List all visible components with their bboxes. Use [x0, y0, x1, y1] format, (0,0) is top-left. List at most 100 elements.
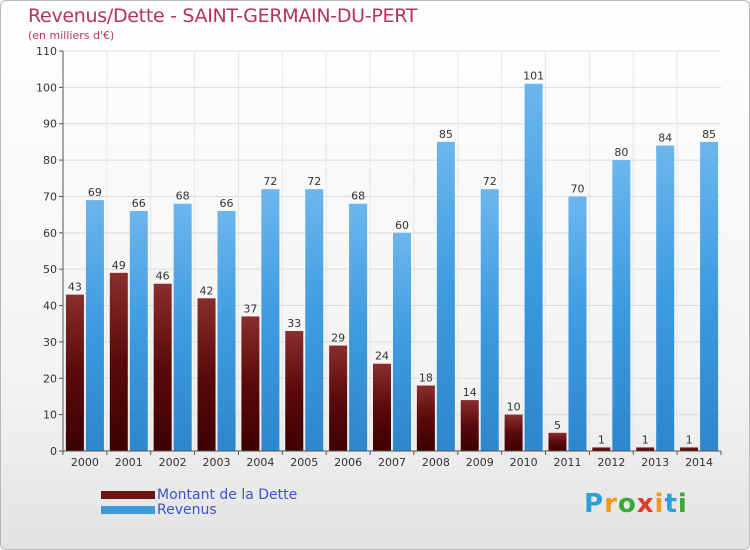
y-tick-label-30: 30	[43, 336, 57, 349]
bar-revenus-2008	[436, 141, 455, 451]
bar-dette-2013	[636, 447, 655, 451]
logo-letter: x	[636, 489, 655, 519]
bar-dette-2010	[504, 414, 523, 451]
legend-swatch-dette	[101, 491, 155, 499]
data-label-revenus-2014: 85	[702, 128, 716, 141]
y-tick-label-100: 100	[36, 81, 57, 94]
data-label-dette-2004: 37	[243, 302, 257, 315]
data-label-dette-2005: 33	[287, 317, 301, 330]
bar-revenus-2009	[480, 189, 499, 451]
bar-dette-2005	[285, 331, 304, 451]
data-label-revenus-2012: 80	[614, 146, 628, 159]
x-tick-label-2003: 2003	[203, 456, 231, 469]
data-label-dette-2000: 43	[68, 281, 82, 294]
logo-letter: t	[664, 489, 678, 519]
y-tick-label-90: 90	[43, 118, 57, 131]
data-label-dette-2008: 18	[419, 372, 433, 385]
x-tick-label-2011: 2011	[553, 456, 581, 469]
data-label-revenus-2005: 72	[307, 175, 321, 188]
y-tick-label-80: 80	[43, 154, 57, 167]
y-tick-label-20: 20	[43, 372, 57, 385]
data-label-dette-2011: 5	[554, 419, 561, 432]
y-tick-label-60: 60	[43, 227, 57, 240]
bar-dette-2000	[65, 294, 84, 451]
data-label-revenus-2008: 85	[439, 128, 453, 141]
x-tick-label-2007: 2007	[378, 456, 406, 469]
logo-letter: o	[617, 489, 637, 519]
data-label-revenus-2013: 84	[658, 132, 672, 145]
bar-revenus-2010	[524, 83, 543, 452]
legend-label-dette: Montant de la Dette	[157, 487, 298, 503]
x-tick-label-2009: 2009	[466, 456, 494, 469]
bar-revenus-2007	[393, 232, 411, 451]
labels: 0 10 20 30 40 50 60 70 80 90 100 110 43 69 2000 49 66 200…	[36, 45, 716, 469]
data-label-revenus-2010: 101	[523, 70, 544, 83]
data-label-revenus-2006: 68	[351, 190, 365, 203]
x-tick-label-2008: 2008	[422, 456, 450, 469]
logo-letter: i	[677, 489, 688, 519]
data-label-dette-2007: 24	[375, 350, 389, 363]
bar-revenus-2002	[173, 203, 192, 451]
y-tick-label-70: 70	[43, 190, 57, 203]
data-label-dette-2001: 49	[112, 259, 126, 272]
bar-revenus-2000	[85, 200, 104, 451]
data-label-dette-2003: 42	[200, 284, 214, 297]
data-label-dette-2009: 14	[463, 386, 477, 399]
grid	[63, 50, 721, 451]
bar-revenus-2014	[700, 141, 719, 451]
y-tick-label-50: 50	[43, 263, 57, 276]
x-tick-label-2012: 2012	[597, 456, 625, 469]
bars	[65, 83, 719, 452]
proxiti-logo: Proxiti	[584, 489, 688, 519]
data-label-dette-2002: 46	[156, 270, 170, 283]
bar-dette-2007	[373, 363, 391, 451]
data-label-revenus-2009: 72	[483, 175, 497, 188]
bar-revenus-2006	[349, 203, 368, 451]
bar-dette-2003	[197, 298, 216, 451]
data-label-dette-2014: 1	[686, 433, 693, 446]
data-label-revenus-2000: 69	[88, 186, 102, 199]
bar-dette-2014	[680, 447, 699, 451]
bar-revenus-2013	[656, 145, 675, 451]
x-tick-label-2004: 2004	[246, 456, 274, 469]
bar-revenus-2012	[612, 160, 631, 451]
bar-dette-2004	[241, 316, 260, 451]
bar-dette-2008	[416, 385, 435, 451]
y-tick-label-40: 40	[43, 300, 57, 313]
bar-revenus-2005	[305, 189, 324, 451]
x-tick-label-2010: 2010	[510, 456, 538, 469]
data-label-dette-2010: 10	[507, 401, 521, 414]
logo-letter: i	[654, 489, 665, 519]
bar-dette-2001	[109, 272, 128, 451]
x-tick-label-2013: 2013	[641, 456, 669, 469]
data-label-revenus-2001: 66	[132, 197, 146, 210]
data-label-dette-2013: 1	[642, 433, 649, 446]
data-label-dette-2012: 1	[598, 433, 605, 446]
y-tick-label-110: 110	[36, 45, 57, 58]
bar-dette-2011	[548, 432, 567, 451]
x-tick-label-2002: 2002	[159, 456, 187, 469]
x-tick-label-2006: 2006	[334, 456, 362, 469]
legend-label-revenus: Revenus	[157, 502, 217, 518]
data-label-revenus-2002: 68	[176, 190, 190, 203]
data-label-revenus-2007: 60	[395, 219, 409, 232]
x-tick-label-2014: 2014	[685, 456, 713, 469]
logo-letter: P	[584, 489, 605, 519]
bar-revenus-2001	[129, 211, 148, 451]
data-label-revenus-2003: 66	[220, 197, 234, 210]
y-tick-label-0: 0	[50, 445, 57, 458]
bar-dette-2002	[153, 283, 172, 451]
data-label-revenus-2004: 72	[263, 175, 277, 188]
chart-title: Revenus/Dette - SAINT-GERMAIN-DU-PERT	[28, 5, 418, 27]
bar-revenus-2003	[217, 211, 236, 451]
data-label-dette-2006: 29	[331, 332, 345, 345]
bar-revenus-2011	[568, 196, 587, 451]
x-tick-label-2000: 2000	[71, 456, 99, 469]
x-tick-label-2001: 2001	[115, 456, 143, 469]
logo-letter: r	[604, 489, 618, 519]
bar-dette-2006	[329, 345, 348, 451]
bar-dette-2012	[592, 447, 611, 451]
axes	[59, 50, 722, 455]
